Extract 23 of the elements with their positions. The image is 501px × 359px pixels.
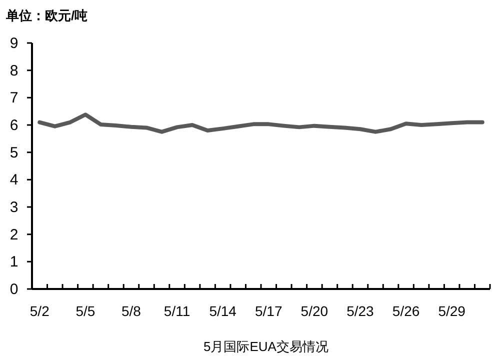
x-tick-label: 5/2: [30, 303, 50, 319]
text: 5月国际EUA交易情况: [204, 339, 328, 354]
y-tick-label: 5: [10, 144, 18, 162]
x-tick-label: 5/23: [346, 303, 374, 319]
x-tick-label: 5/11: [164, 303, 190, 319]
y-tick-label: 7: [10, 90, 18, 107]
x-tick-label: 5/20: [300, 303, 328, 319]
y-axis-title: 单位：欧元/吨: [5, 8, 88, 23]
y-tick-label: 3: [10, 199, 18, 216]
y-tick-label: 1: [10, 254, 18, 271]
x-tick-label: 5/17: [255, 303, 282, 319]
x-tick-label: 5/26: [392, 303, 420, 319]
x-tick-label: 5/8: [122, 303, 142, 319]
y-tick-label: 4: [10, 172, 18, 189]
x-tick-label: 5/14: [209, 303, 237, 319]
y-tick-label: 0: [10, 281, 18, 298]
y-tick-label: 8: [10, 62, 18, 80]
y-tick-label: 9: [10, 35, 18, 52]
line-series: [38, 112, 484, 134]
y-tick-label: 6: [10, 117, 18, 134]
y-tick-label: 2: [10, 226, 18, 244]
x-tick-label: 5/5: [76, 303, 96, 319]
x-tick-label: 5/29: [438, 303, 466, 319]
